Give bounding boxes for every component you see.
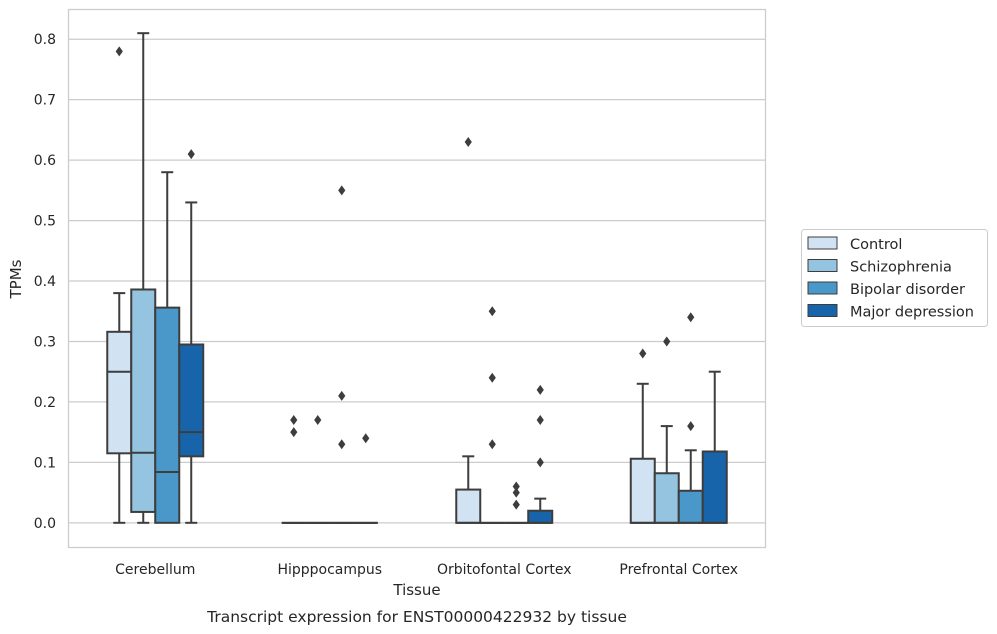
box-group xyxy=(653,336,680,524)
outlier-point xyxy=(464,136,472,147)
x-axis-ticks: Cerebellum Hipppocampus Orbitofontal Corte… xyxy=(115,562,738,578)
outlier-point xyxy=(687,421,695,432)
x-tick-label: Orbitofontal Cortex xyxy=(437,562,572,578)
legend-label: Major depression xyxy=(850,305,974,321)
chart-caption: Transcript expression for ENST0000042293… xyxy=(206,608,627,626)
legend-label: Schizophrenia xyxy=(850,260,952,276)
box-group xyxy=(154,171,181,524)
box-iqr xyxy=(154,306,181,524)
outlier-point xyxy=(639,348,647,359)
y-tick-label: 0.1 xyxy=(34,455,56,471)
legend-swatch xyxy=(807,281,838,295)
box-group xyxy=(353,433,378,524)
legend-swatch xyxy=(807,304,838,317)
outlier-point xyxy=(536,457,544,468)
y-tick-label: 0.3 xyxy=(34,334,56,350)
y-axis-title: TPMs xyxy=(7,259,25,299)
x-tick-label: Hipppocampus xyxy=(277,562,382,578)
plot-area-frame xyxy=(67,8,767,549)
outlier-point xyxy=(115,46,123,57)
box-iqr xyxy=(677,489,704,524)
box-group xyxy=(281,415,306,524)
box-iqr xyxy=(455,488,482,524)
outlier-point xyxy=(187,149,195,160)
legend-label: Control xyxy=(850,237,902,253)
legend-label: Bipolar disorder xyxy=(850,282,965,298)
y-tick-label: 0.8 xyxy=(34,32,56,48)
legend-swatch xyxy=(807,259,838,272)
box-iqr xyxy=(629,457,656,524)
y-tick-label: 0.7 xyxy=(34,93,56,109)
outlier-point xyxy=(663,336,671,347)
outlier-point xyxy=(290,415,298,426)
box-group xyxy=(629,348,656,524)
legend-swatch xyxy=(807,236,838,250)
x-tick-label: Cerebellum xyxy=(115,562,195,578)
x-tick-label: Prefrontal Cortex xyxy=(619,562,738,578)
y-tick-label: 0.0 xyxy=(34,516,56,532)
box-iqr xyxy=(178,343,205,458)
outlier-point xyxy=(338,390,346,401)
box-group xyxy=(106,46,133,524)
box-group xyxy=(504,481,529,524)
outlier-point xyxy=(290,427,298,438)
x-axis-title: Tissue xyxy=(392,581,440,599)
outlier-point xyxy=(536,384,544,395)
box-group xyxy=(305,415,330,524)
box-group xyxy=(178,149,205,524)
box-iqr xyxy=(701,450,728,524)
outlier-point xyxy=(488,439,496,450)
outlier-point xyxy=(536,415,544,426)
box-group xyxy=(480,306,505,524)
legend-frame xyxy=(801,229,988,327)
outlier-point xyxy=(314,415,322,426)
box-group xyxy=(701,370,728,524)
box-iqr xyxy=(653,472,680,524)
box-group xyxy=(677,312,704,524)
box-iqr xyxy=(130,288,157,513)
outlier-point xyxy=(488,306,496,317)
y-axis-ticks: 0.0 0.1 0.2 0.3 0.4 0.5 0.6 0.7 0.8 xyxy=(34,32,56,532)
outlier-point xyxy=(512,481,520,492)
y-tick-label: 0.4 xyxy=(34,274,56,290)
y-tick-label: 0.2 xyxy=(34,395,56,411)
box-iqr xyxy=(106,330,133,455)
boxes xyxy=(106,32,728,524)
box-group xyxy=(130,32,157,524)
box-group xyxy=(329,185,354,524)
box-iqr xyxy=(527,509,554,524)
outlier-point xyxy=(362,433,370,444)
box-group xyxy=(455,136,482,524)
legend: Control Schizophrenia Bipolar disorder Majo… xyxy=(801,229,988,327)
box-group xyxy=(527,384,554,524)
outlier-point xyxy=(488,372,496,383)
y-tick-label: 0.5 xyxy=(34,214,56,230)
outlier-point xyxy=(687,312,695,323)
outlier-point xyxy=(338,439,346,450)
outlier-point xyxy=(338,185,346,196)
outlier-point xyxy=(512,487,520,498)
y-tick-label: 0.6 xyxy=(34,153,56,169)
outlier-point xyxy=(512,499,520,510)
